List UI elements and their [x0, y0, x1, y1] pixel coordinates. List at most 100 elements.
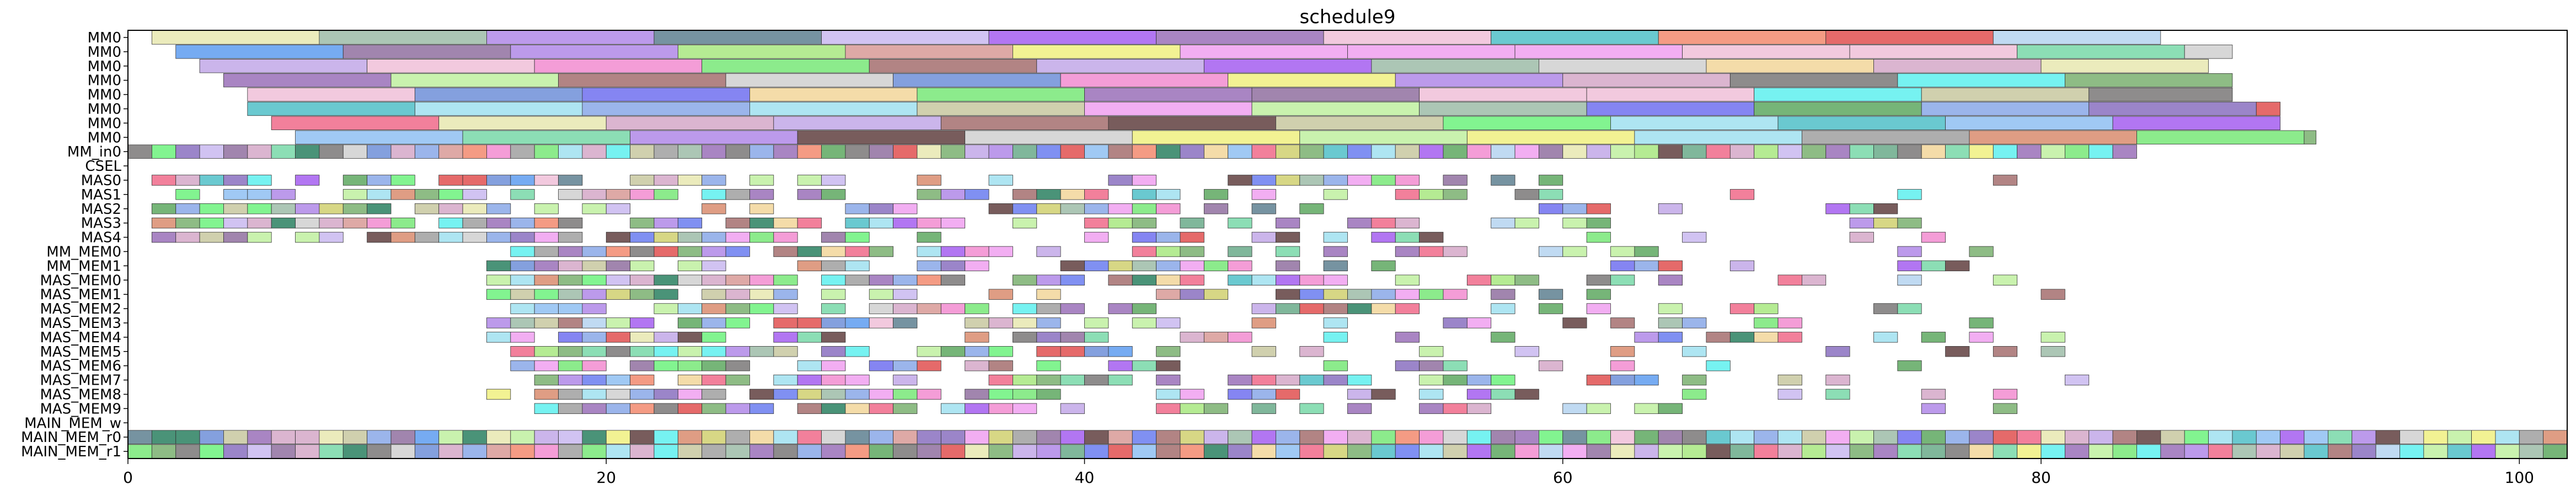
task-bar [295, 444, 320, 459]
task-bar [438, 144, 463, 159]
task-bar [701, 203, 726, 214]
task-bar [725, 303, 750, 314]
task-bar [1491, 274, 1515, 285]
task-bar [486, 332, 511, 343]
task-bar [486, 430, 511, 444]
task-bar [677, 217, 703, 229]
task-bar [1682, 317, 1707, 328]
task-bar [1586, 444, 1611, 459]
task-bar [486, 203, 511, 214]
task-bar [1371, 217, 1396, 229]
y-tick-label: MAIN_MEM_w [24, 415, 121, 432]
task-bar [821, 30, 989, 45]
task-bar [367, 175, 392, 186]
task-bar [534, 360, 559, 371]
task-bar [701, 374, 726, 386]
task-bar [1562, 317, 1587, 328]
task-bar [127, 144, 152, 159]
task-bar [1299, 274, 1324, 285]
task-bar [1466, 374, 1492, 386]
task-bar [558, 374, 583, 386]
task-bar [1466, 403, 1492, 414]
task-bar [1539, 175, 1563, 186]
task-bar [1371, 260, 1396, 272]
task-bar [582, 246, 607, 257]
task-bar [1013, 430, 1037, 444]
task-bar [1323, 246, 1348, 257]
task-bar [606, 403, 631, 414]
task-bar [582, 360, 607, 371]
task-bar [1395, 231, 1420, 243]
task-bar [1634, 144, 1659, 159]
task-bar [677, 360, 703, 371]
task-bar [1013, 144, 1037, 159]
task-bar [1921, 231, 1946, 243]
task-bar [869, 274, 894, 285]
task-bar [1132, 274, 1156, 285]
task-bar [1036, 430, 1061, 444]
task-bar [1993, 144, 2018, 159]
task-bar [1060, 346, 1085, 357]
task-bar [988, 144, 1013, 159]
task-bar [1514, 189, 1539, 200]
task-bar [654, 360, 678, 371]
task-bar [462, 175, 487, 186]
task-bar [1466, 430, 1492, 444]
task-bar [1777, 274, 1802, 285]
task-bar [1777, 317, 1802, 328]
task-bar [677, 430, 703, 444]
task-bar [1276, 289, 1300, 300]
task-bar [1108, 144, 1133, 159]
task-bar [630, 360, 655, 371]
task-bar [1371, 144, 1396, 159]
task-bar [1610, 346, 1635, 357]
task-bar [821, 189, 846, 200]
task-bar [1228, 246, 1252, 257]
task-bar [1993, 430, 2018, 444]
task-bar [271, 116, 440, 131]
task-bar [1228, 144, 1252, 159]
y-axis: MM0MM0MM0MM0MM0MM0MM0MM0MM_in0CSELMAS0MA… [21, 30, 128, 460]
task-bar [654, 144, 678, 159]
task-bar [1180, 289, 1204, 300]
task-bar [654, 231, 678, 243]
task-bar [1036, 203, 1061, 214]
task-bars [127, 30, 2568, 459]
task-bar [869, 317, 894, 328]
task-bar [1514, 430, 1539, 444]
task-bar [606, 444, 631, 459]
task-bar [701, 346, 726, 357]
task-bar [1347, 144, 1372, 159]
task-bar [1419, 374, 1444, 386]
task-bar [1658, 403, 1683, 414]
task-bar [1323, 374, 1348, 386]
task-bar [558, 346, 583, 357]
task-bar [1610, 144, 1635, 159]
task-bar [940, 346, 966, 357]
task-bar [821, 332, 846, 343]
task-bar [582, 274, 607, 285]
task-bar [2232, 430, 2257, 444]
task-bar [917, 346, 941, 357]
task-bar [1013, 374, 1037, 386]
task-bar [2136, 430, 2161, 444]
task-bar [725, 317, 750, 328]
task-bar [2041, 332, 2065, 343]
task-bar [1276, 374, 1300, 386]
task-bar [965, 444, 989, 459]
task-bar [247, 444, 272, 459]
task-bar [677, 274, 703, 285]
task-bar [845, 374, 870, 386]
task-bar [582, 317, 607, 328]
task-bar [845, 144, 870, 159]
task-bar [845, 346, 870, 357]
y-tick-label: MM0 [88, 44, 121, 61]
task-bar [1036, 59, 1204, 73]
task-bar [1539, 144, 1563, 159]
task-bar [1706, 360, 1731, 371]
task-bar [1228, 274, 1252, 285]
task-bar [2136, 444, 2161, 459]
task-bar [1036, 444, 1061, 459]
task-bar [965, 360, 989, 371]
y-tick-label: MAS0 [81, 172, 121, 189]
